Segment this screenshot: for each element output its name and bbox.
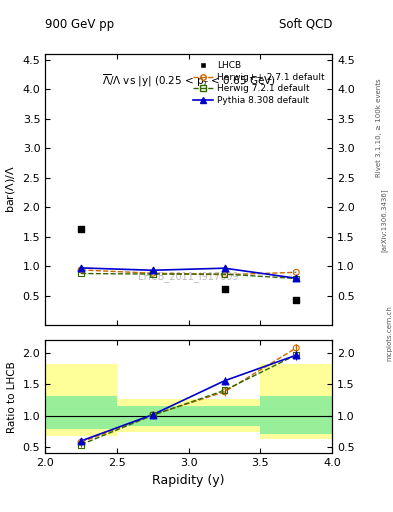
Bar xyxy=(45,396,117,430)
Point xyxy=(150,269,156,278)
Point xyxy=(293,274,299,283)
Bar xyxy=(117,399,260,432)
Y-axis label: Ratio to LHCB: Ratio to LHCB xyxy=(7,361,17,433)
Text: mcplots.cern.ch: mcplots.cern.ch xyxy=(386,305,392,361)
Text: Rivet 3.1.10, ≥ 100k events: Rivet 3.1.10, ≥ 100k events xyxy=(376,79,382,177)
Point xyxy=(221,264,228,272)
Point xyxy=(293,268,299,276)
Text: LHCB_2011_I917009: LHCB_2011_I917009 xyxy=(138,271,239,282)
Point xyxy=(78,437,84,445)
Legend: LHCB, Herwig++ 2.7.1 default, Herwig 7.2.1 default, Pythia 8.308 default: LHCB, Herwig++ 2.7.1 default, Herwig 7.2… xyxy=(190,58,328,108)
Bar xyxy=(261,396,332,434)
Point xyxy=(221,270,228,279)
Bar xyxy=(45,364,117,436)
Text: 900 GeV pp: 900 GeV pp xyxy=(45,18,114,31)
Bar xyxy=(117,406,260,425)
Point xyxy=(221,388,228,396)
Point xyxy=(78,438,84,446)
Text: [arXiv:1306.3436]: [arXiv:1306.3436] xyxy=(381,188,388,252)
Point xyxy=(293,344,299,352)
Bar xyxy=(261,364,332,439)
Point xyxy=(293,295,299,304)
Y-axis label: bar($\Lambda$)/$\Lambda$: bar($\Lambda$)/$\Lambda$ xyxy=(4,165,17,214)
Point xyxy=(78,266,84,274)
Point xyxy=(150,411,156,419)
X-axis label: Rapidity (y): Rapidity (y) xyxy=(152,474,225,486)
Point xyxy=(221,270,228,278)
Point xyxy=(78,225,84,233)
Point xyxy=(221,377,228,385)
Point xyxy=(150,270,156,278)
Point xyxy=(293,351,299,359)
Point xyxy=(221,285,228,293)
Point xyxy=(293,274,299,282)
Point xyxy=(150,411,156,419)
Point xyxy=(150,411,156,419)
Text: Soft QCD: Soft QCD xyxy=(279,18,332,31)
Point xyxy=(78,440,84,449)
Point xyxy=(293,351,299,359)
Point xyxy=(78,264,84,272)
Point xyxy=(150,266,156,274)
Point xyxy=(78,269,84,278)
Point xyxy=(221,386,228,394)
Text: $\overline{\Lambda}/\Lambda$ vs |y| (0.25 < p$_T$ < 0.65 GeV): $\overline{\Lambda}/\Lambda$ vs |y| (0.2… xyxy=(102,73,275,89)
